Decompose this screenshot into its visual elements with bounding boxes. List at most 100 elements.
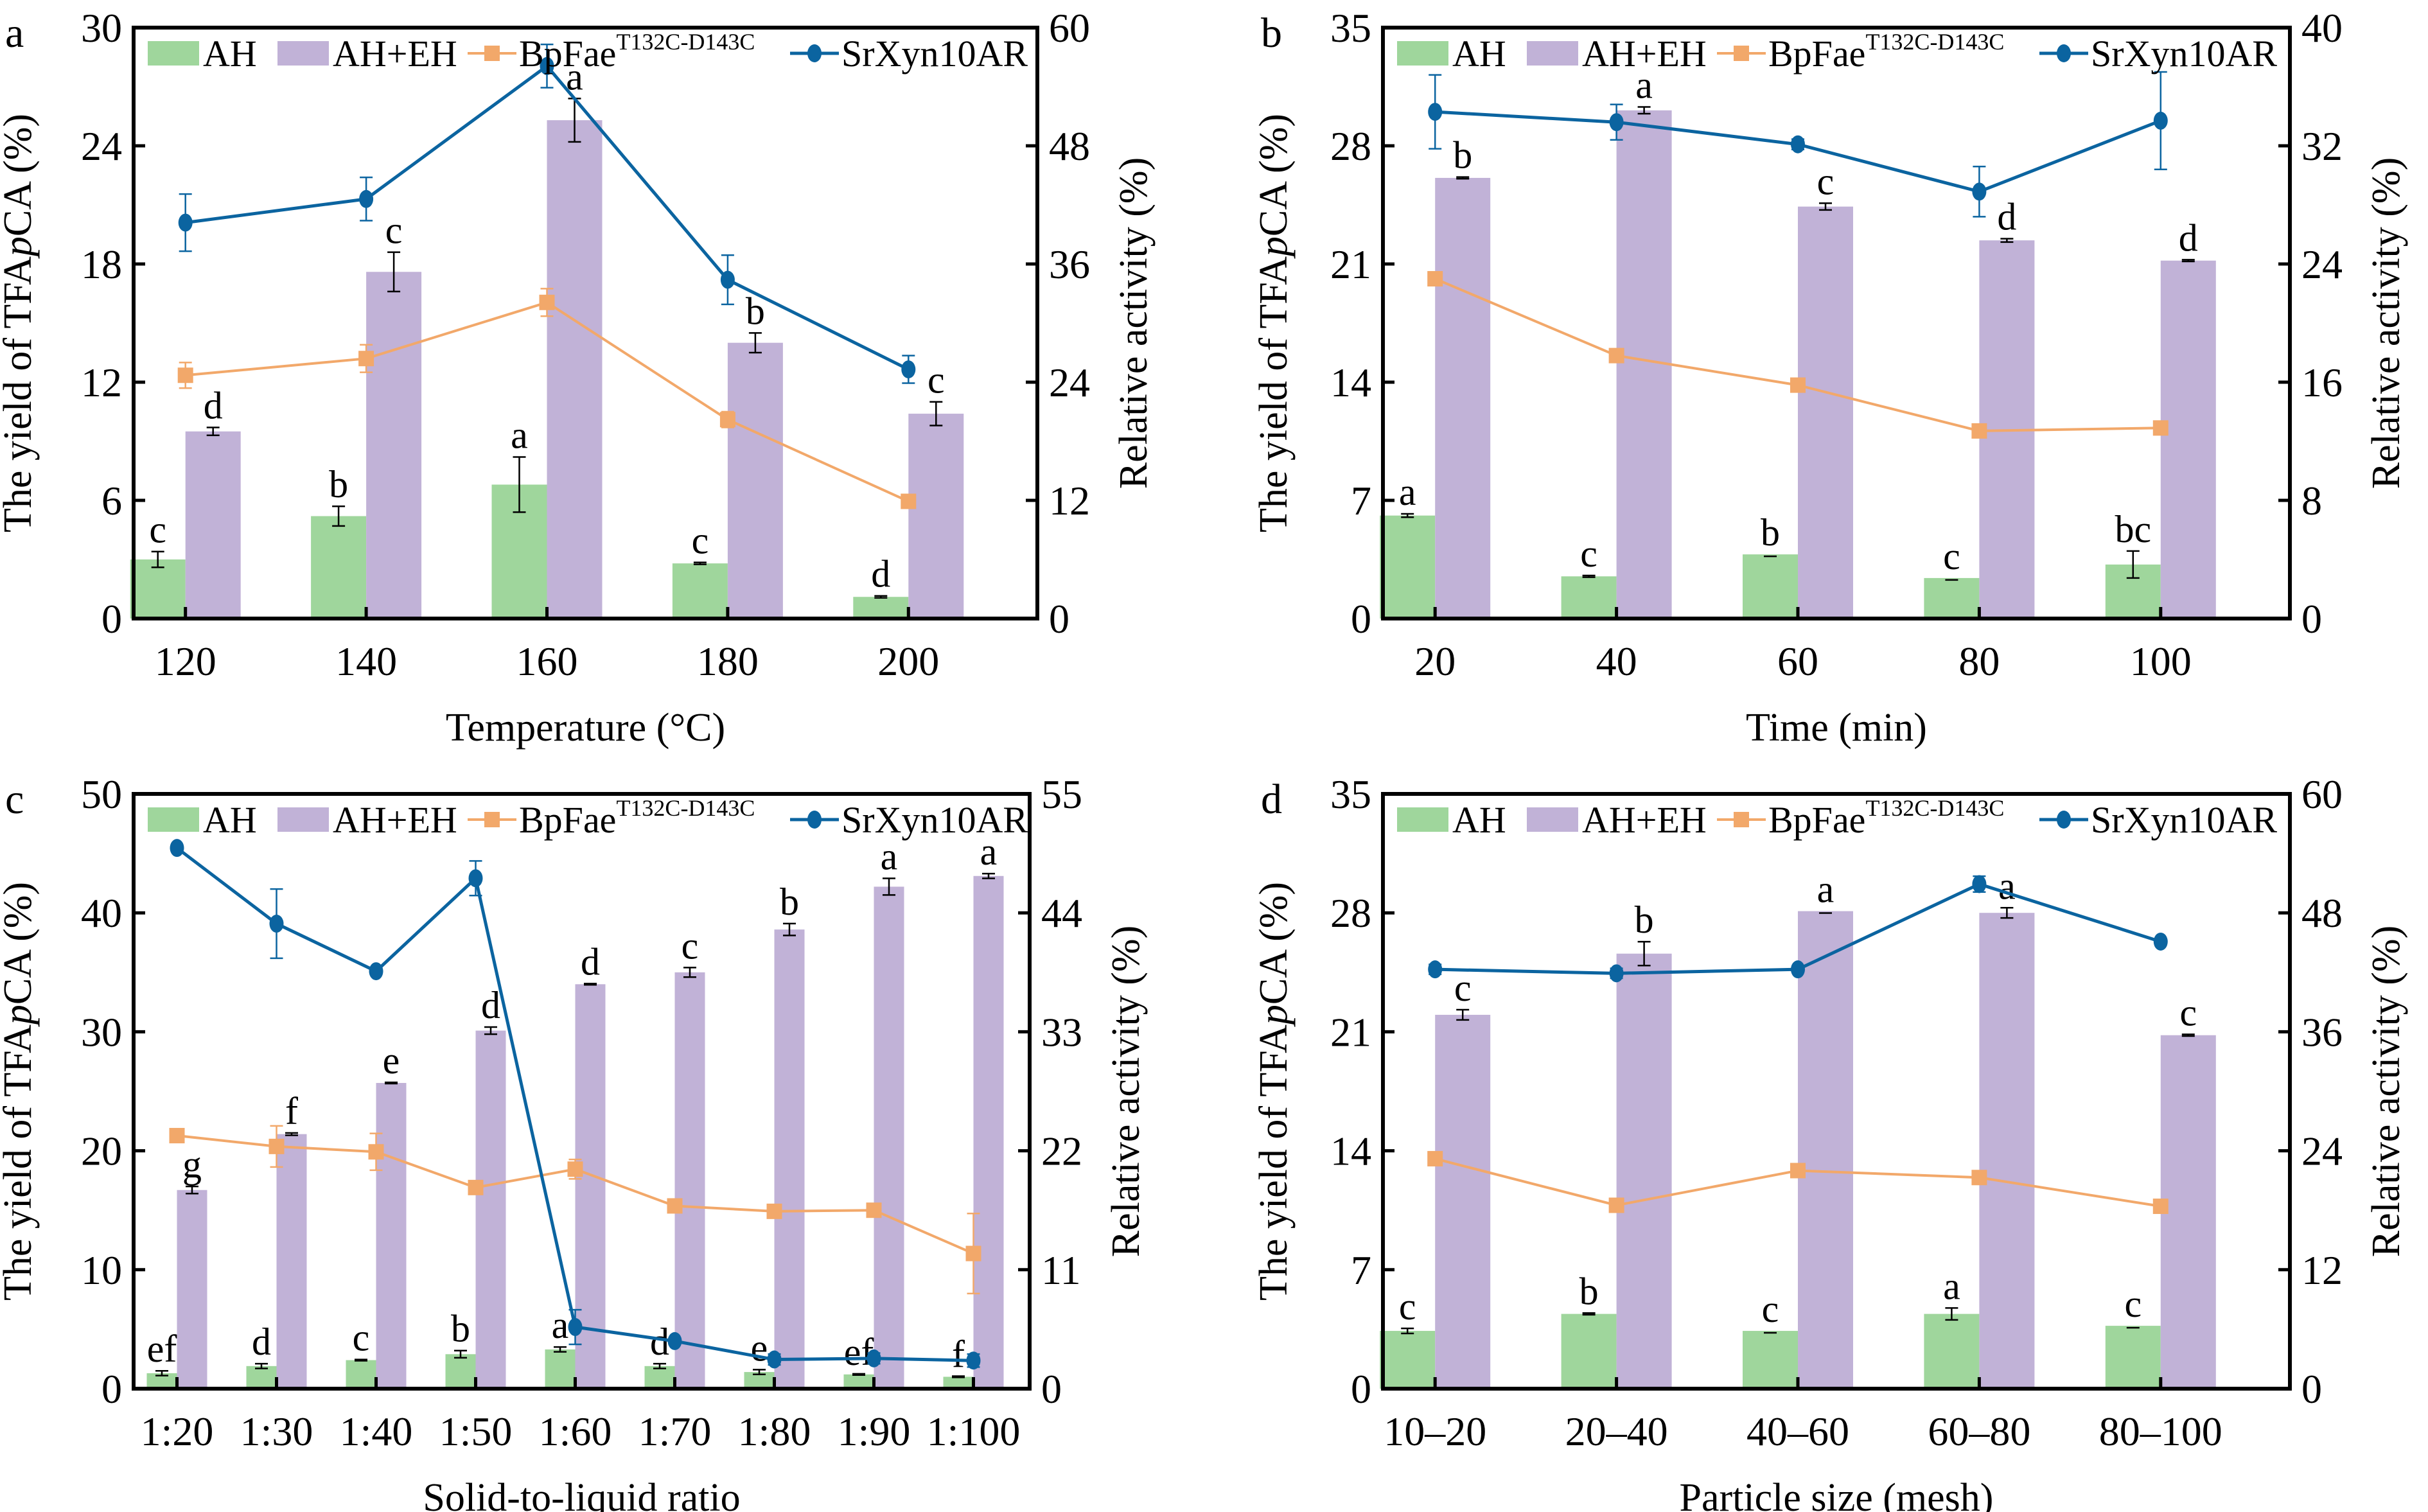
bar-ah (1561, 576, 1617, 619)
x-tick-label: 1:80 (738, 1409, 811, 1454)
bars: c b c a c c b a a c (1380, 865, 2216, 1389)
y-tick-label: 24 (2301, 1129, 2343, 1174)
y-tick-label: 21 (1330, 1009, 1371, 1055)
significance-letter: d (581, 940, 600, 983)
data-point-circle (1609, 113, 1624, 132)
y-tick-label: 12 (1049, 478, 1090, 523)
panel-label: d (1261, 776, 1282, 823)
bar-ah (1924, 577, 1980, 619)
bar-ah (853, 597, 909, 619)
y-axis-right: 0 12 24 36 48 60 (2278, 771, 2343, 1412)
data-point-square (169, 1128, 185, 1144)
data-point-square (719, 412, 735, 428)
y-axis-right: 0 12 24 36 48 60 (1026, 5, 1090, 642)
legend-marker-srxyn (807, 811, 822, 829)
legend: AH AH+EH BpFaeT132C-D143C SrXyn10AR (1397, 795, 2277, 841)
plot-frame (1381, 792, 2292, 1391)
bar-ah (346, 1360, 376, 1389)
legend-marker-srxyn (2057, 44, 2071, 62)
x-tick-label: 1:40 (340, 1409, 413, 1454)
significance-letter: c (1454, 967, 1472, 1009)
data-point-circle (720, 270, 735, 289)
significance-letter: d (1997, 196, 2016, 238)
legend-label-ah-eh: AH+EH (1582, 799, 1707, 841)
x-tick-label: 1:100 (927, 1409, 1021, 1454)
legend-swatch-ah-eh (277, 41, 329, 66)
bar-ah (246, 1366, 277, 1389)
significance-letter: c (149, 509, 166, 551)
y-axis-left: 0 6 12 18 24 30 (81, 5, 145, 642)
series-srxyn (170, 839, 981, 1370)
bar-ah (311, 516, 367, 619)
data-point-square (539, 294, 555, 310)
data-point-circle (1972, 875, 1987, 893)
data-point-square (2152, 420, 2168, 436)
x-tick-label: 1:20 (141, 1409, 214, 1454)
legend: AH AH+EH BpFaeT132C-D143C SrXyn10AR (148, 29, 1028, 75)
data-point-square (1427, 271, 1443, 286)
y-tick-label: 60 (2301, 771, 2343, 817)
x-axis-title: Temperature (°C) (446, 706, 725, 750)
legend-label-ah-eh: AH+EH (333, 33, 457, 75)
bar-ah (1561, 1314, 1617, 1389)
significance-letter: c (2179, 991, 2197, 1033)
y-tick-label: 50 (81, 771, 122, 817)
y-tick-label: 48 (1049, 123, 1090, 169)
y-axis-title-right: Relative activity (%) (2364, 157, 2408, 489)
data-point-circle (178, 213, 193, 232)
significance-letter: f (952, 1333, 965, 1376)
panel-label: b (1261, 10, 1282, 57)
significance-letter: ef (844, 1331, 874, 1373)
data-point-circle (1428, 960, 1443, 979)
bar-ah (2105, 1326, 2161, 1389)
significance-letter: c (692, 520, 709, 562)
legend-swatch-ah (148, 807, 199, 832)
data-point-square (667, 1198, 683, 1214)
data-point-square (567, 1161, 583, 1177)
data-point-circle (2153, 111, 2168, 130)
data-point-circle (1791, 135, 1805, 154)
bar-ah (130, 559, 186, 619)
y-tick-label: 8 (2301, 478, 2322, 523)
x-tick-label: 160 (516, 638, 578, 684)
bar-ah (1380, 1331, 1436, 1389)
data-point-square (866, 1202, 882, 1218)
significance-letter: d (204, 385, 223, 427)
significance-letter: b (329, 463, 348, 505)
significance-letter: b (1635, 899, 1654, 941)
bar-ah (1380, 515, 1436, 619)
significance-letter: g (182, 1143, 202, 1186)
y-tick-label: 28 (1330, 890, 1371, 936)
significance-letter: a (1399, 471, 1416, 513)
significance-letter: a (1635, 64, 1653, 107)
bar-ah-eh (1435, 177, 1491, 619)
y-tick-label: 30 (81, 5, 122, 51)
y-tick-label: 36 (1049, 242, 1090, 287)
bar-ah-eh (1435, 1014, 1491, 1389)
x-tick-label: 40–60 (1746, 1409, 1849, 1454)
legend-label-ah: AH (1452, 33, 1506, 75)
y-tick-label: 0 (2301, 596, 2322, 642)
significance-letter: b (1453, 134, 1472, 177)
x-tick-label: 80–100 (2099, 1409, 2222, 1454)
y-tick-label: 48 (2301, 890, 2343, 936)
x-axis-title: Particle size (mesh) (1680, 1476, 1994, 1512)
data-point-circle (1972, 182, 1987, 201)
series-srxyn (1428, 875, 2168, 983)
y-tick-label: 21 (1330, 242, 1371, 287)
data-point-square (468, 1179, 484, 1195)
x-tick-label: 60 (1777, 638, 1818, 684)
legend-label-bpfae: BpFaeT132C-D143C (519, 29, 755, 75)
bar-ah-eh (1616, 953, 1672, 1389)
legend-label-ah: AH (1452, 799, 1506, 841)
y-tick-label: 0 (101, 1366, 122, 1412)
y-tick-label: 0 (101, 596, 122, 642)
data-point-circle (468, 869, 483, 888)
significance-letter: b (451, 1308, 470, 1350)
bar-ah-eh (185, 431, 241, 619)
y-axis-title-right: Relative activity (%) (2364, 926, 2408, 1257)
bar-ah-eh (366, 272, 422, 619)
